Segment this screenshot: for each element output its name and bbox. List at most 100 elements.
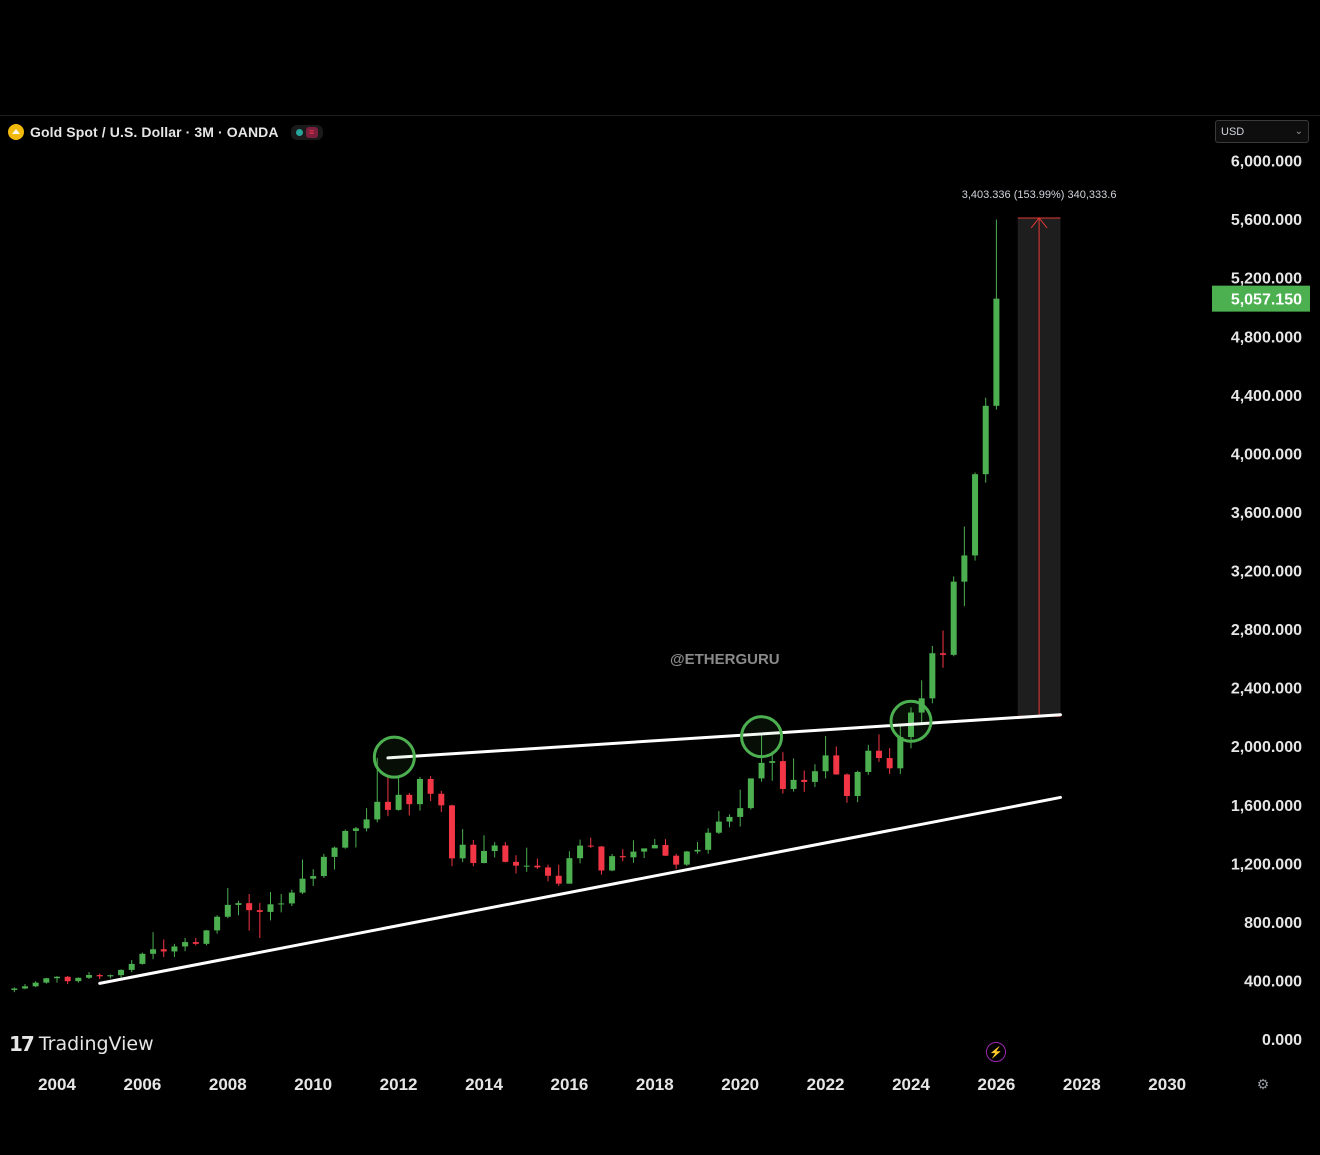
candle-body — [438, 793, 445, 806]
candle-body — [182, 942, 189, 947]
candle-body — [160, 949, 167, 952]
candle-body — [171, 946, 178, 952]
candle-body — [128, 963, 135, 970]
candle-body — [555, 875, 562, 884]
market-status-indicator[interactable]: ≡ — [290, 124, 323, 140]
candle-body — [256, 910, 263, 912]
candle-body — [384, 801, 391, 810]
last-price-label: 5,057.150 — [1231, 292, 1302, 309]
y-tick-label: 400.000 — [1244, 973, 1302, 990]
candle-body — [224, 904, 231, 917]
candle-body — [961, 555, 968, 582]
candle-body — [609, 856, 616, 871]
candle-body — [416, 778, 423, 805]
candle-body — [406, 794, 413, 805]
candle-body — [118, 969, 125, 976]
y-tick-label: 4,400.000 — [1231, 388, 1302, 405]
x-tick-label: 2016 — [550, 1075, 588, 1094]
x-tick-label: 2014 — [465, 1075, 503, 1094]
currency-select[interactable]: USD ⌄ — [1215, 120, 1309, 143]
x-tick-label: 2018 — [636, 1075, 674, 1094]
candle-body — [192, 942, 199, 944]
candle-body — [459, 844, 466, 859]
gold-coin-icon — [8, 124, 24, 140]
touch-circle — [740, 715, 784, 759]
candle-body — [854, 771, 861, 796]
touch-circle — [889, 699, 933, 743]
candle-body — [214, 916, 221, 931]
candle-body — [801, 779, 808, 782]
market-open-icon — [295, 128, 303, 136]
candle-body — [875, 750, 882, 759]
candle-body — [11, 988, 18, 990]
candle-body — [139, 953, 146, 964]
candle-body — [737, 808, 744, 817]
candle-body — [235, 903, 242, 905]
y-tick-label: 2,000.000 — [1231, 739, 1302, 756]
candle-body — [619, 856, 626, 858]
candle-body — [598, 846, 605, 871]
candle-body — [715, 821, 722, 833]
symbol-header[interactable]: Gold Spot / U.S. Dollar · 3M · OANDA ≡ — [8, 122, 323, 142]
x-tick-label: 2026 — [977, 1075, 1015, 1094]
trendline-resistance — [386, 713, 1062, 760]
candle-body — [491, 845, 498, 852]
candle-body — [96, 975, 103, 977]
candle-body — [448, 805, 455, 859]
lightning-icon[interactable]: ⚡ — [986, 1042, 1006, 1062]
y-tick-label: 4,800.000 — [1231, 329, 1302, 346]
candle-body — [833, 755, 840, 775]
candle-body — [43, 978, 50, 983]
y-tick-label: 2,400.000 — [1231, 681, 1302, 698]
candle-body — [21, 986, 28, 989]
symbol-title: Gold Spot / U.S. Dollar · 3M · OANDA — [30, 124, 279, 140]
candle-body — [150, 949, 157, 954]
candle-body — [843, 774, 850, 796]
candle-body — [342, 830, 349, 848]
candle-body — [267, 904, 274, 912]
candle-body — [641, 848, 648, 852]
measure-label: 3,403.336 (153.99%) 340,333.6 — [962, 189, 1117, 201]
y-tick-label: 5,200.000 — [1231, 271, 1302, 288]
tradingview-wordmark: TradingView — [38, 1033, 154, 1055]
y-tick-label: 5,600.000 — [1231, 212, 1302, 229]
candle-body — [363, 819, 370, 829]
candle-body — [929, 653, 936, 699]
candle-body — [897, 736, 904, 769]
candle-body — [705, 832, 712, 850]
y-tick-label: 6,000.000 — [1231, 154, 1302, 171]
measure-arrowhead-icon — [1030, 217, 1048, 229]
x-tick-label: 2020 — [721, 1075, 759, 1094]
candle-body — [470, 844, 477, 864]
x-tick-label: 2024 — [892, 1075, 930, 1094]
candle-body — [502, 845, 509, 862]
candle-body — [86, 975, 93, 978]
watermark: @ETHERGURU — [670, 651, 780, 668]
top-divider — [0, 115, 1320, 116]
candle-body — [278, 903, 285, 905]
candle-body — [427, 778, 434, 794]
tradingview-logo[interactable]: 17 TradingView — [9, 1032, 154, 1056]
last-price-badge — [1212, 285, 1310, 312]
candle-body — [651, 845, 658, 849]
x-tick-label: 2006 — [123, 1075, 161, 1094]
y-tick-label: 3,600.000 — [1231, 505, 1302, 522]
settings-gear-icon[interactable]: ⚙ — [1256, 1076, 1270, 1092]
y-tick-label: 4,000.000 — [1231, 446, 1302, 463]
y-tick-label: 1,200.000 — [1231, 856, 1302, 873]
candle-body — [673, 855, 680, 865]
candle-body — [288, 892, 295, 904]
candle-body — [972, 474, 979, 556]
candle-body — [694, 849, 701, 852]
x-tick-label: 2004 — [38, 1075, 76, 1094]
candle-body — [395, 794, 402, 810]
candle-body — [993, 298, 1000, 406]
candle-body — [374, 801, 381, 820]
candle-body — [726, 816, 733, 822]
x-tick-label: 2030 — [1148, 1075, 1186, 1094]
candle-body — [513, 861, 520, 866]
y-tick-label: 0.000 — [1262, 1032, 1302, 1049]
candle-body — [779, 761, 786, 789]
candle-body — [940, 653, 947, 655]
